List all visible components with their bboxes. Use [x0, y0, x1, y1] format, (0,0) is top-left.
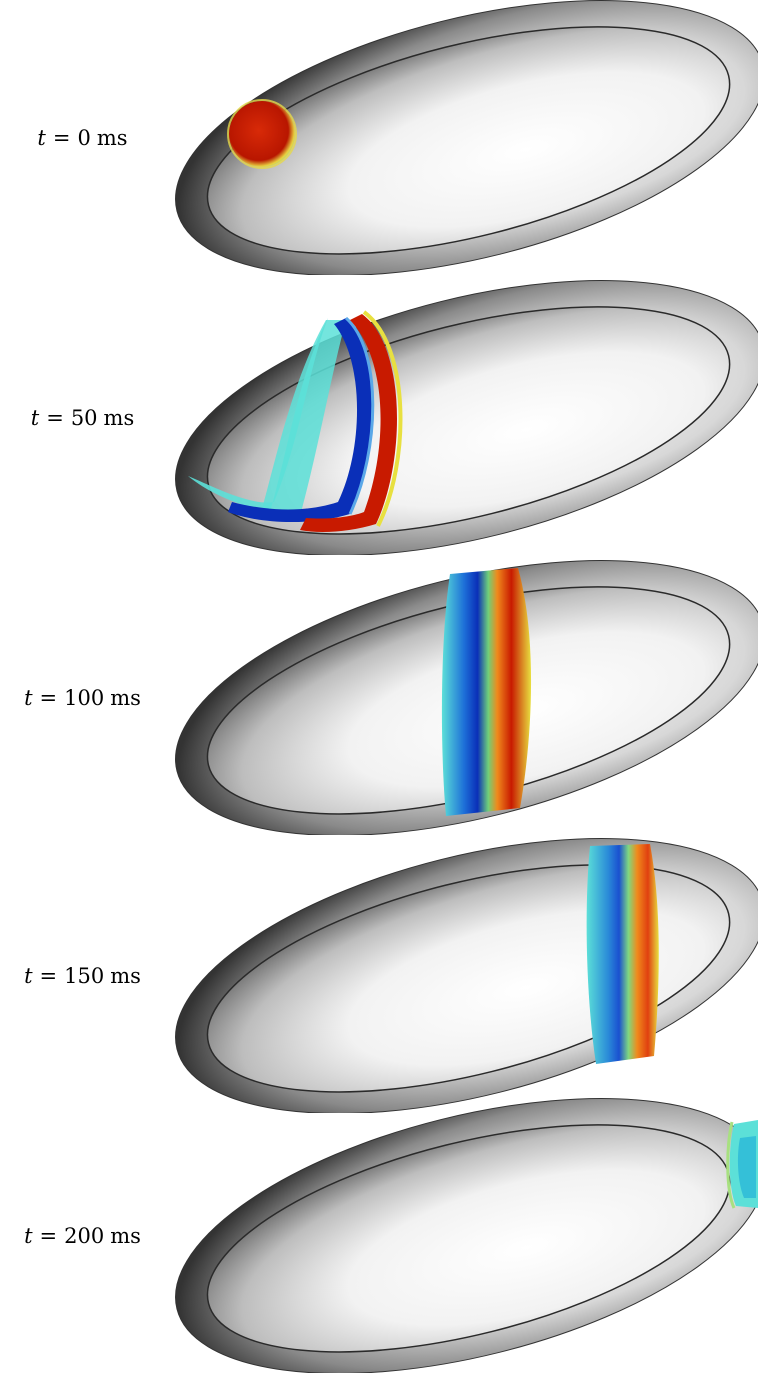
panel-t200: t = 200 ms [0, 1098, 758, 1373]
wavefront-band [441, 568, 532, 816]
time-label: t = 200 ms [24, 1223, 141, 1248]
ellipsoid-shell [175, 838, 758, 1113]
panel-t0: t = 0 ms [0, 0, 758, 275]
time-value: 0 [77, 125, 91, 150]
ellipsoid-shell [175, 280, 758, 555]
time-value: 100 [64, 685, 105, 710]
time-label: t = 0 ms [37, 125, 128, 150]
time-label: t = 150 ms [24, 963, 141, 988]
time-value: 150 [64, 963, 105, 988]
ellipsoid-shell [175, 0, 758, 275]
time-label: t = 50 ms [30, 405, 135, 430]
panel-t100: t = 100 ms [0, 560, 758, 835]
wavefront-blue-band [228, 318, 373, 523]
wavefront-band [586, 844, 659, 1064]
time-label: t = 100 ms [24, 685, 141, 710]
excitation-blob [229, 101, 295, 167]
time-value: 50 [70, 405, 98, 430]
panel-t150: t = 150 ms [0, 838, 758, 1113]
inner-shell [206, 26, 731, 255]
inner-shell [206, 864, 731, 1093]
time-value: 200 [64, 1223, 105, 1248]
ellipsoid-shell [175, 1098, 758, 1373]
panel-t50: t = 50 ms [0, 280, 758, 555]
inner-shell [206, 1124, 731, 1353]
ellipsoid-shell [175, 560, 758, 835]
